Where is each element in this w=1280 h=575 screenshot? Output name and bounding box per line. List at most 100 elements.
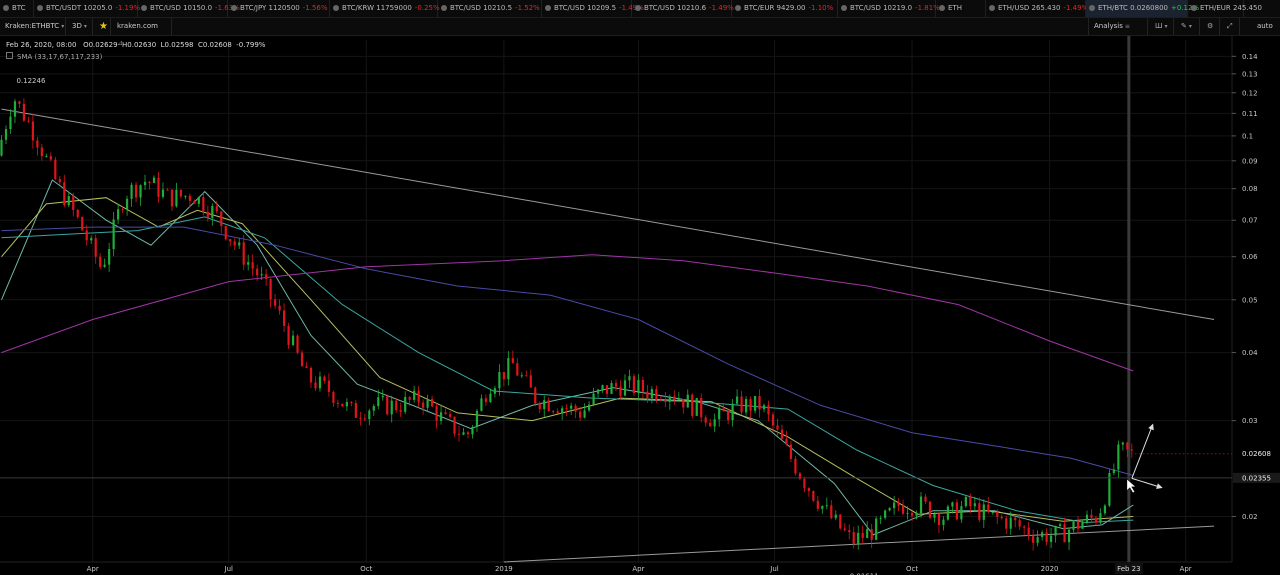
ticker-item[interactable]: BTC/JPY 1120500 -1.56% (228, 0, 330, 17)
candle-body (632, 376, 636, 394)
settings-icon[interactable]: ⚙ (1202, 18, 1220, 35)
candle-body (332, 391, 335, 403)
candle-body (996, 511, 999, 517)
candle-body (282, 310, 286, 326)
candle-body (1009, 517, 1012, 529)
ticker-price: 10210.5 (480, 4, 513, 12)
ohlc-readout: Feb 26, 2020, 08:00 O0.02629 H0.02630 L0… (6, 41, 266, 49)
candle-body (291, 335, 295, 346)
ticker-symbol: BTC/USD (644, 4, 675, 12)
time-tick-label: Oct (906, 565, 918, 573)
ticker-change: -1.56% (302, 4, 328, 12)
candle-body (453, 416, 456, 434)
chart-legend: Feb 26, 2020, 08:00 O0.02629 H0.02630 L0… (6, 41, 265, 61)
candle-body (121, 209, 124, 211)
candle-body (49, 155, 52, 160)
candle-body (372, 406, 375, 411)
ticker-item[interactable]: ETH/BTC 0.0260800 +0.12% (1086, 0, 1199, 17)
candle-body (108, 249, 111, 265)
ticker-symbol: BTC/EUR (744, 4, 775, 12)
ticker-price: 265.430 (1029, 4, 1061, 12)
source-link[interactable]: kraken.com ⊿ (112, 18, 172, 47)
indicator-row: SMA (33,17,67,117,233) (6, 52, 265, 61)
candle-body (22, 103, 26, 121)
ticker-item[interactable]: BTC/USD 10210.5 -1.52% (438, 0, 542, 17)
candle-body (112, 219, 115, 250)
symbol-select[interactable]: Kraken:ETHBTC ▾ (0, 18, 66, 35)
interval-select[interactable]: 3D ▾ (67, 18, 93, 35)
ticker-item[interactable]: ETH/EUR 245.450 (1188, 0, 1262, 17)
ticker-item[interactable]: ETH (936, 0, 986, 17)
price-chart[interactable]: 0.14 0.13 0.12 0.11 0.1 0.09 0.08 0.07 0.06 0.05 0… (0, 36, 1280, 575)
candle-body (139, 185, 142, 198)
ticker-symbol: BTC (12, 4, 26, 12)
ticker-item[interactable]: BTC (0, 0, 34, 17)
candle-body (937, 514, 941, 526)
ticker-item[interactable]: BTC/KRW 11759000 -0.25% (330, 0, 440, 17)
candle-body (969, 496, 972, 507)
ticker-symbol: ETH/BTC (1098, 4, 1128, 12)
candle-body (628, 376, 631, 381)
candle-body (897, 502, 900, 506)
coin-icon (333, 5, 339, 11)
ticker-price: 9429.00 (774, 4, 806, 12)
candle-body (673, 396, 676, 400)
candle-body (812, 491, 815, 501)
candle-body (72, 196, 75, 211)
draw-tool-button[interactable]: ✎ ▾ (1176, 18, 1200, 35)
candle-body (919, 496, 923, 514)
time-tick-label: Apr (1180, 565, 1192, 573)
sma-line (1, 179, 1134, 536)
ticker-item[interactable]: BTC/USD 10219.0 -1.81% (838, 0, 940, 17)
auto-scale-toggle[interactable]: auto (1257, 22, 1273, 30)
candle-body (94, 238, 97, 257)
candle-body (188, 195, 191, 201)
candle-body (623, 380, 627, 396)
candle-body (395, 400, 398, 411)
candle-body (1014, 517, 1017, 521)
ticker-item[interactable]: BTC/USDT 10205.0 -1.19% (34, 0, 140, 17)
ticker-item[interactable]: BTC/USD 10209.5 -1.49% (542, 0, 644, 17)
coin-icon (3, 5, 9, 11)
ticker-item[interactable]: BTC/EUR 9429.00 -1.10% (732, 0, 838, 17)
ticker-symbol: BTC/JPY (240, 4, 267, 12)
candle-body (713, 419, 716, 427)
candle-body (76, 210, 79, 218)
candle-body (54, 159, 57, 179)
ticker-item[interactable]: BTC/USD 10150.0 -1.63% (138, 0, 240, 17)
candle-body (480, 398, 483, 411)
candle-body (260, 274, 263, 276)
star-icon[interactable]: ★ (94, 18, 111, 35)
sma-line (1, 254, 1134, 372)
ticker-item[interactable]: ETH/USD 265.430 -1.49% (986, 0, 1088, 17)
candle-body (1081, 522, 1084, 529)
candle-body (762, 405, 766, 410)
chevron-down-icon: ▾ (1188, 23, 1192, 30)
candle-body (305, 366, 308, 368)
candle-body (1000, 516, 1003, 519)
price-tick-label: 0.12 (1242, 89, 1258, 97)
price-tick-label: 0.08 (1242, 185, 1258, 193)
candle-body (1032, 536, 1035, 543)
candle-body (157, 177, 160, 197)
candle-body (507, 358, 510, 380)
candle-body (179, 189, 183, 197)
candle-body (31, 121, 34, 141)
chart-type-button[interactable]: Ш ▾ (1150, 18, 1174, 35)
sma-line (1, 197, 1134, 522)
analysis-menu[interactable]: Analysis ≡ (1088, 18, 1148, 35)
ticker-item[interactable]: BTC/USD 10210.6 -1.49% (632, 0, 734, 17)
candle-body (655, 389, 658, 400)
candle-body (435, 406, 438, 421)
cursor-date-label: Feb 23 (1117, 565, 1141, 573)
visibility-icon (6, 52, 13, 59)
candle-body (830, 505, 833, 519)
candle-body (529, 375, 532, 388)
fullscreen-icon[interactable]: ⤢ (1222, 18, 1240, 35)
candle-body (184, 195, 187, 197)
candle-body (852, 532, 855, 544)
list-icon: ≡ (1124, 23, 1130, 30)
candle-body (579, 411, 582, 418)
candle-body (1090, 514, 1093, 518)
price-tick-label: 0.1 (1242, 132, 1253, 140)
